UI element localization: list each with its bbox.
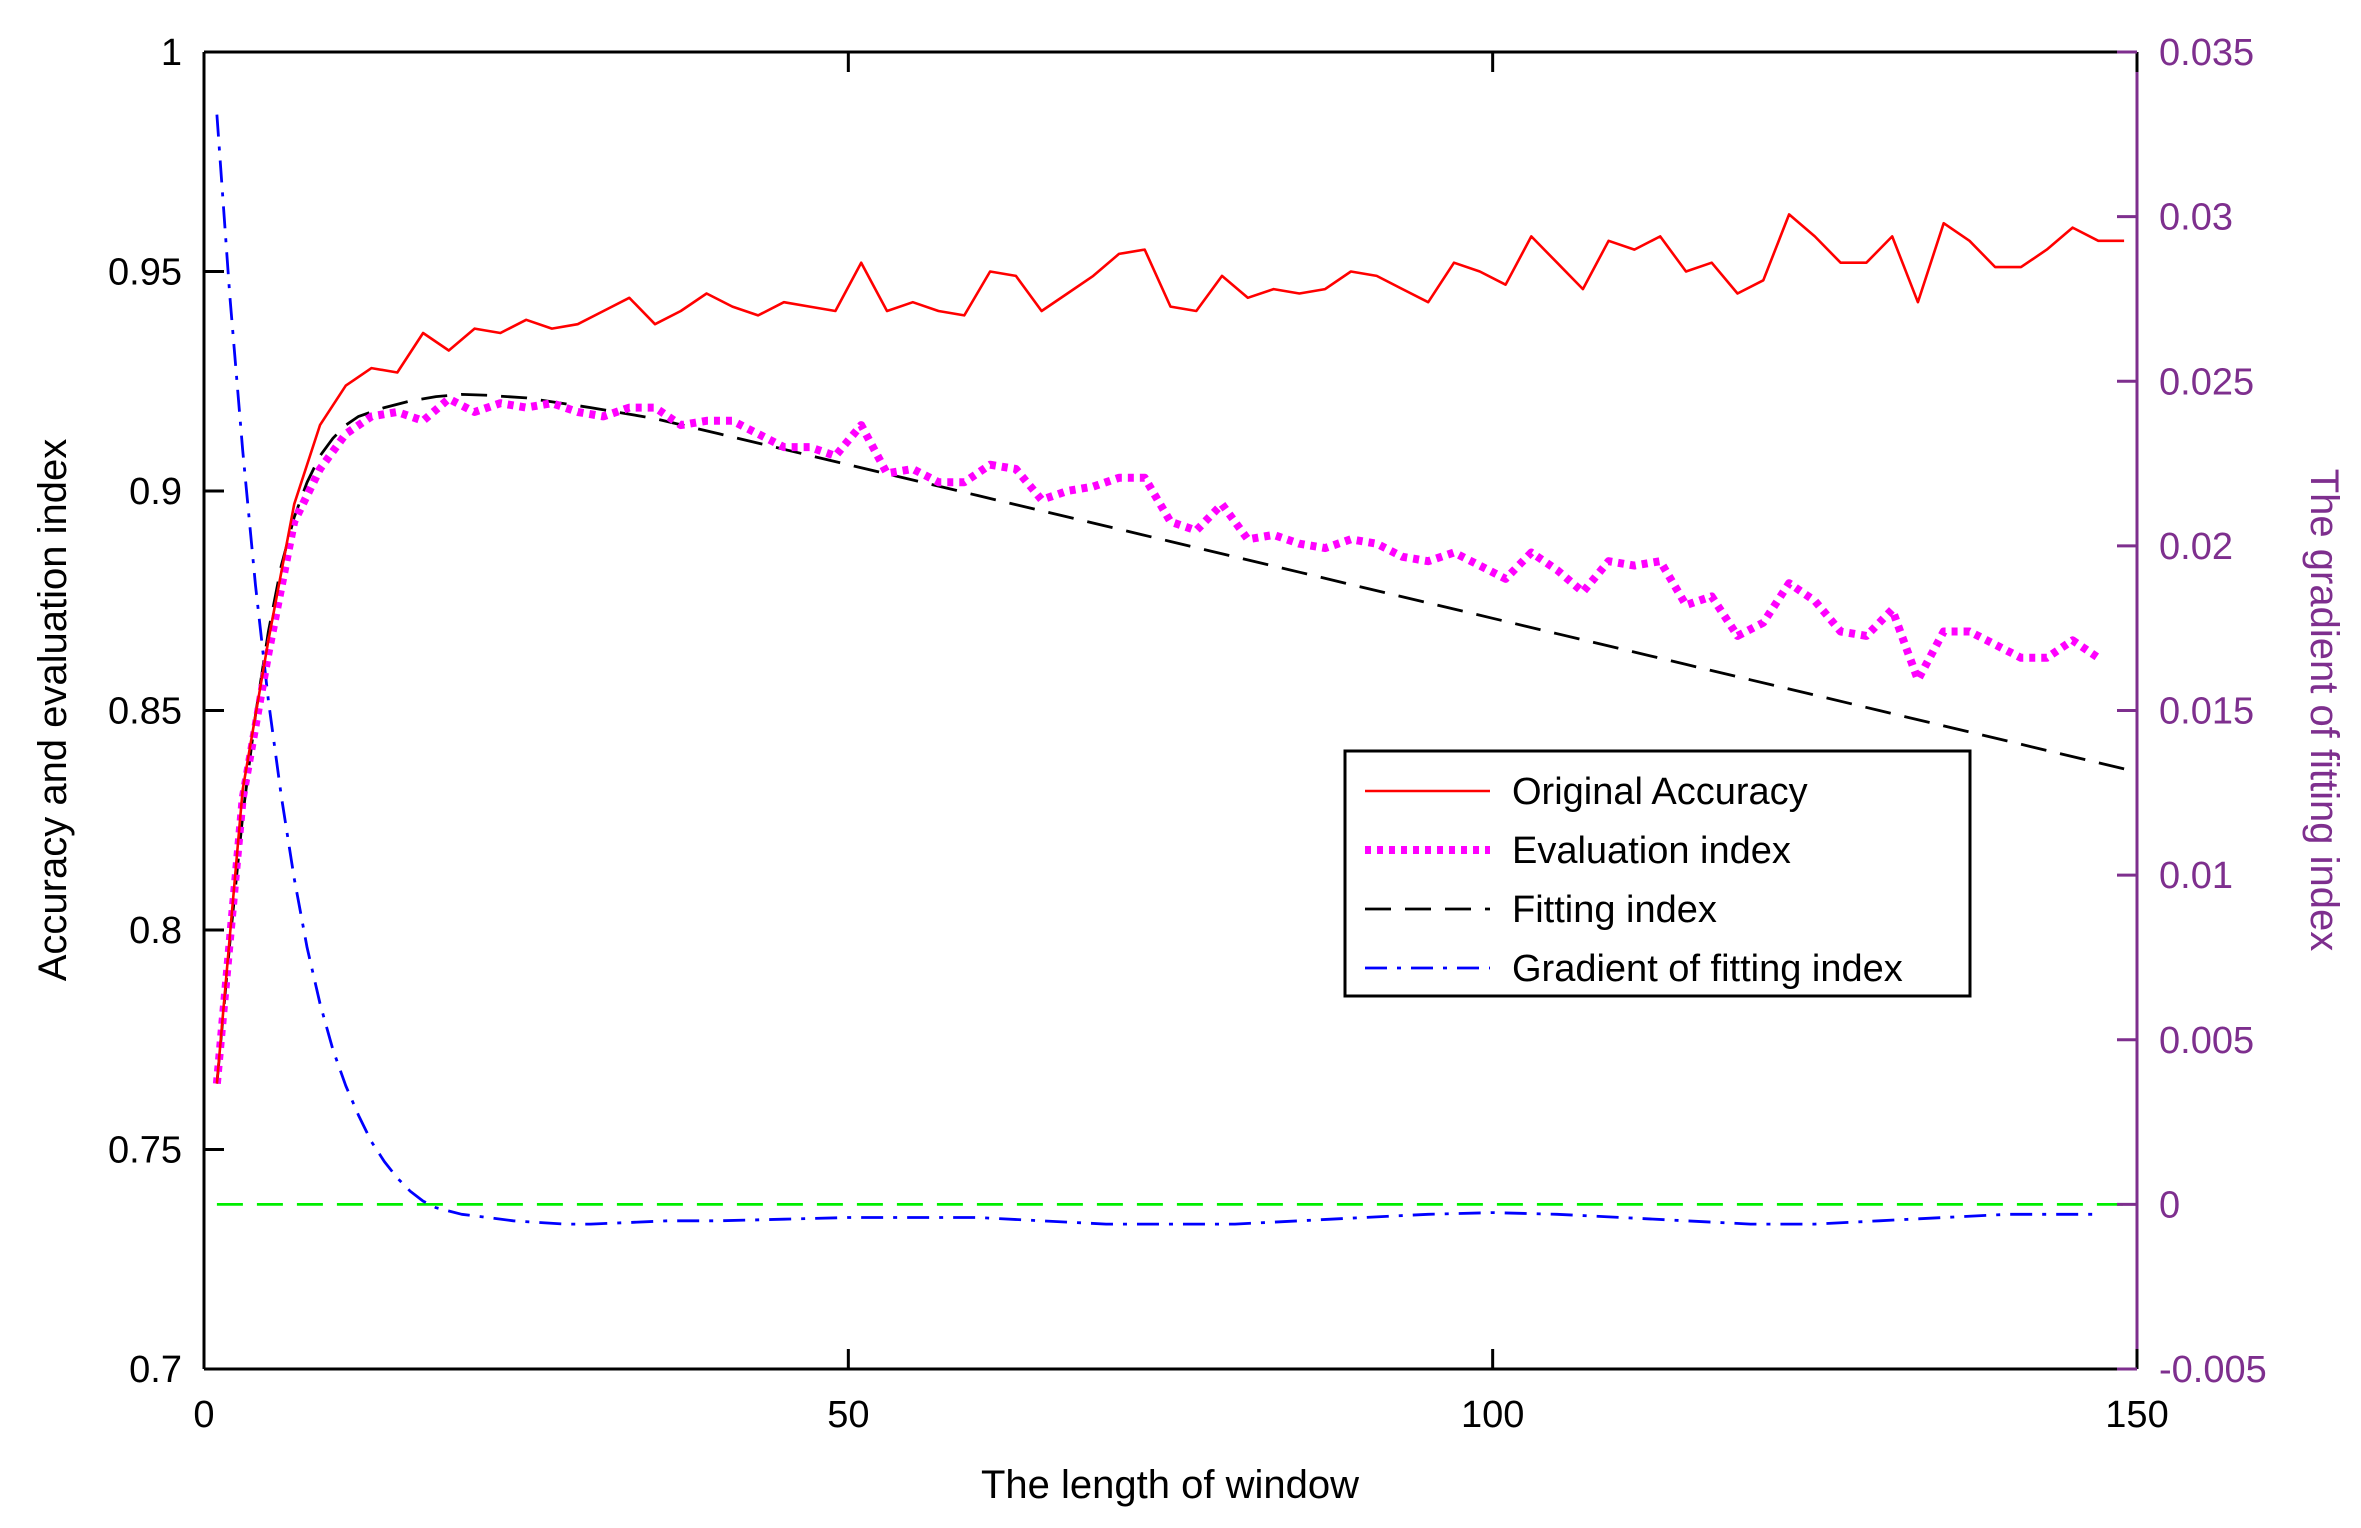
legend-label-fitting-index: Fitting index: [1512, 889, 1717, 931]
y-tick-label: 0.9: [129, 471, 182, 513]
y2-tick-label: 0.035: [2159, 32, 2254, 74]
legend-label-evaluation-index: Evaluation index: [1512, 830, 1791, 872]
ticks-layer: 0 50 100 150 0.7 0.75 0.8 0.85 0.9 0.95 1 -0.005 0 0.…: [108, 32, 2267, 1436]
y2-tick-label: 0.025: [2159, 361, 2254, 403]
y-tick-label: 0.8: [129, 910, 182, 952]
x-tick-label: 150: [2105, 1394, 2168, 1436]
y2-tick-label: 0.01: [2159, 855, 2233, 897]
plot-area: [204, 52, 2137, 1369]
y2-tick-label: -0.005: [2159, 1349, 2267, 1391]
y-tick-label: 0.75: [108, 1130, 182, 1172]
x-tick-label: 100: [1461, 1394, 1524, 1436]
legend-label-original-accuracy: Original Accuracy: [1512, 771, 1808, 813]
series-line-gradient-of-fitting-index: [215, 114, 2099, 1226]
y-tick-label: 0.95: [108, 252, 182, 294]
y2-tick-label: 0.03: [2159, 197, 2233, 239]
x-axis-title: The length of window: [981, 1463, 1359, 1507]
y2-tick-label: 0.02: [2159, 526, 2233, 568]
left-y-axis-title: Accuracy and evaluation index: [31, 439, 75, 982]
x-tick-label: 0: [193, 1394, 214, 1436]
y-tick-label: 0.85: [108, 691, 182, 733]
y2-tick-label: 0: [2159, 1184, 2180, 1226]
y2-tick-label: 0.005: [2159, 1020, 2254, 1062]
series-line-original-accuracy: [215, 213, 2125, 1084]
series-layer: [212, 114, 2125, 1226]
legend-label-gradient-of-fitting-index: Gradient of fitting index: [1512, 948, 1903, 990]
y-tick-label: 1: [161, 32, 182, 74]
series-line-fitting-index: [215, 392, 2125, 1084]
legend: Original Accuracy Evaluation index Fitti…: [1343, 749, 1972, 998]
y-tick-label: 0.7: [129, 1349, 182, 1391]
y2-tick-label: 0.015: [2159, 691, 2254, 733]
x-tick-label: 50: [827, 1394, 869, 1436]
right-y-axis-title: The gradient of fitting index: [2302, 469, 2346, 952]
